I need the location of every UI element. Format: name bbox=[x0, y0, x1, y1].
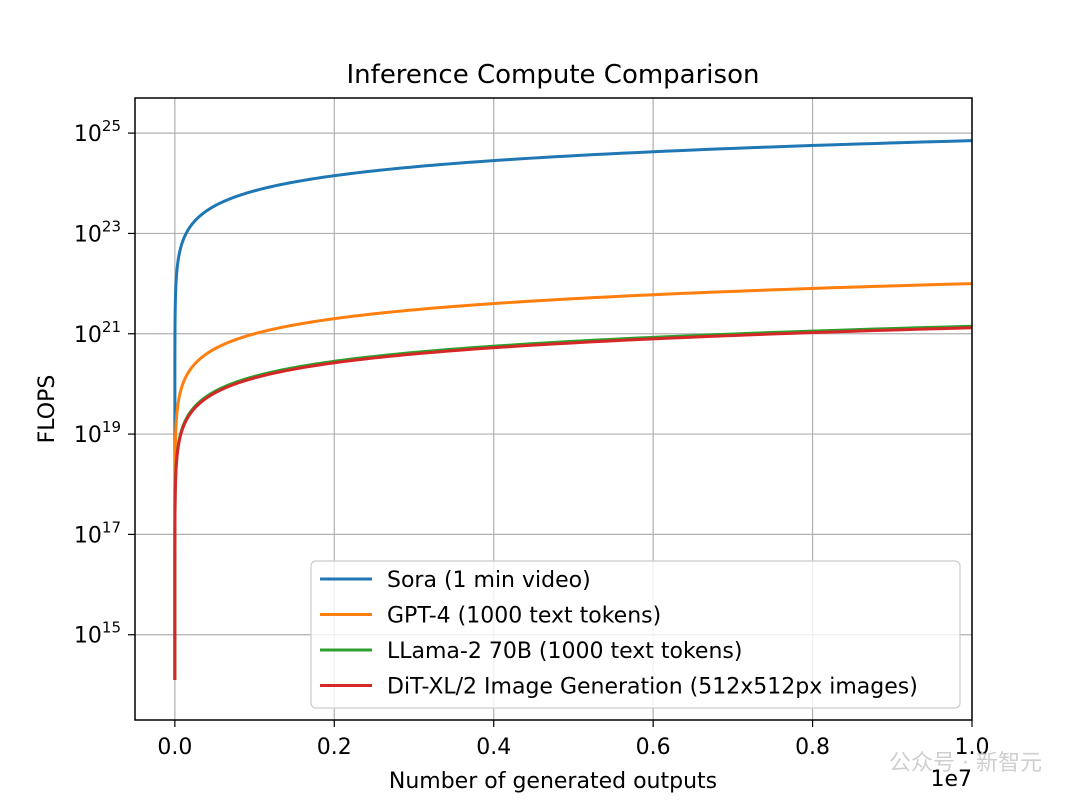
legend-label: LLama-2 70B (1000 text tokens) bbox=[387, 639, 742, 664]
x-axis-ticks: 0.0 0.2 0.4 0.6 0.8 1.0 bbox=[157, 720, 990, 760]
y-axis-ticks: 1015 1017 1019 1021 1023 1025 bbox=[74, 117, 135, 649]
x-tick-label: 0.4 bbox=[476, 735, 511, 760]
series-lines bbox=[173, 139, 973, 681]
y-tick-label: 1015 bbox=[74, 619, 121, 649]
legend-label: DiT-XL/2 Image Generation (512x512px ima… bbox=[387, 675, 918, 700]
x-tick-label: 0.0 bbox=[157, 735, 192, 760]
y-tick-label: 1025 bbox=[74, 117, 121, 147]
y-tick-label: 1017 bbox=[74, 518, 121, 548]
chart-title: Inference Compute Comparison bbox=[347, 60, 760, 90]
x-tick-label: 0.8 bbox=[795, 735, 830, 760]
plot-frame bbox=[134, 97, 973, 721]
legend: Sora (1 min video) GPT-4 (1000 text token… bbox=[310, 560, 961, 709]
x-tick-label: 0.6 bbox=[636, 735, 671, 760]
x-tick-label: 0.2 bbox=[317, 735, 352, 760]
legend-label: GPT-4 (1000 text tokens) bbox=[387, 604, 661, 629]
x-axis-label: Number of generated outputs bbox=[389, 769, 717, 794]
legend-box bbox=[310, 560, 961, 709]
legend-label: Sora (1 min video) bbox=[387, 568, 591, 593]
watermark: 公众号 · 新智元 bbox=[889, 751, 1042, 776]
series-line bbox=[173, 326, 973, 681]
y-tick-label: 1021 bbox=[74, 318, 121, 348]
x-axis-offset-label: 1e7 bbox=[930, 767, 972, 792]
x-tick-label: 1.0 bbox=[955, 735, 990, 760]
y-axis-label: FLOPS bbox=[35, 375, 60, 444]
y-tick-label: 1023 bbox=[74, 217, 121, 247]
y-tick-label: 1019 bbox=[74, 418, 121, 448]
